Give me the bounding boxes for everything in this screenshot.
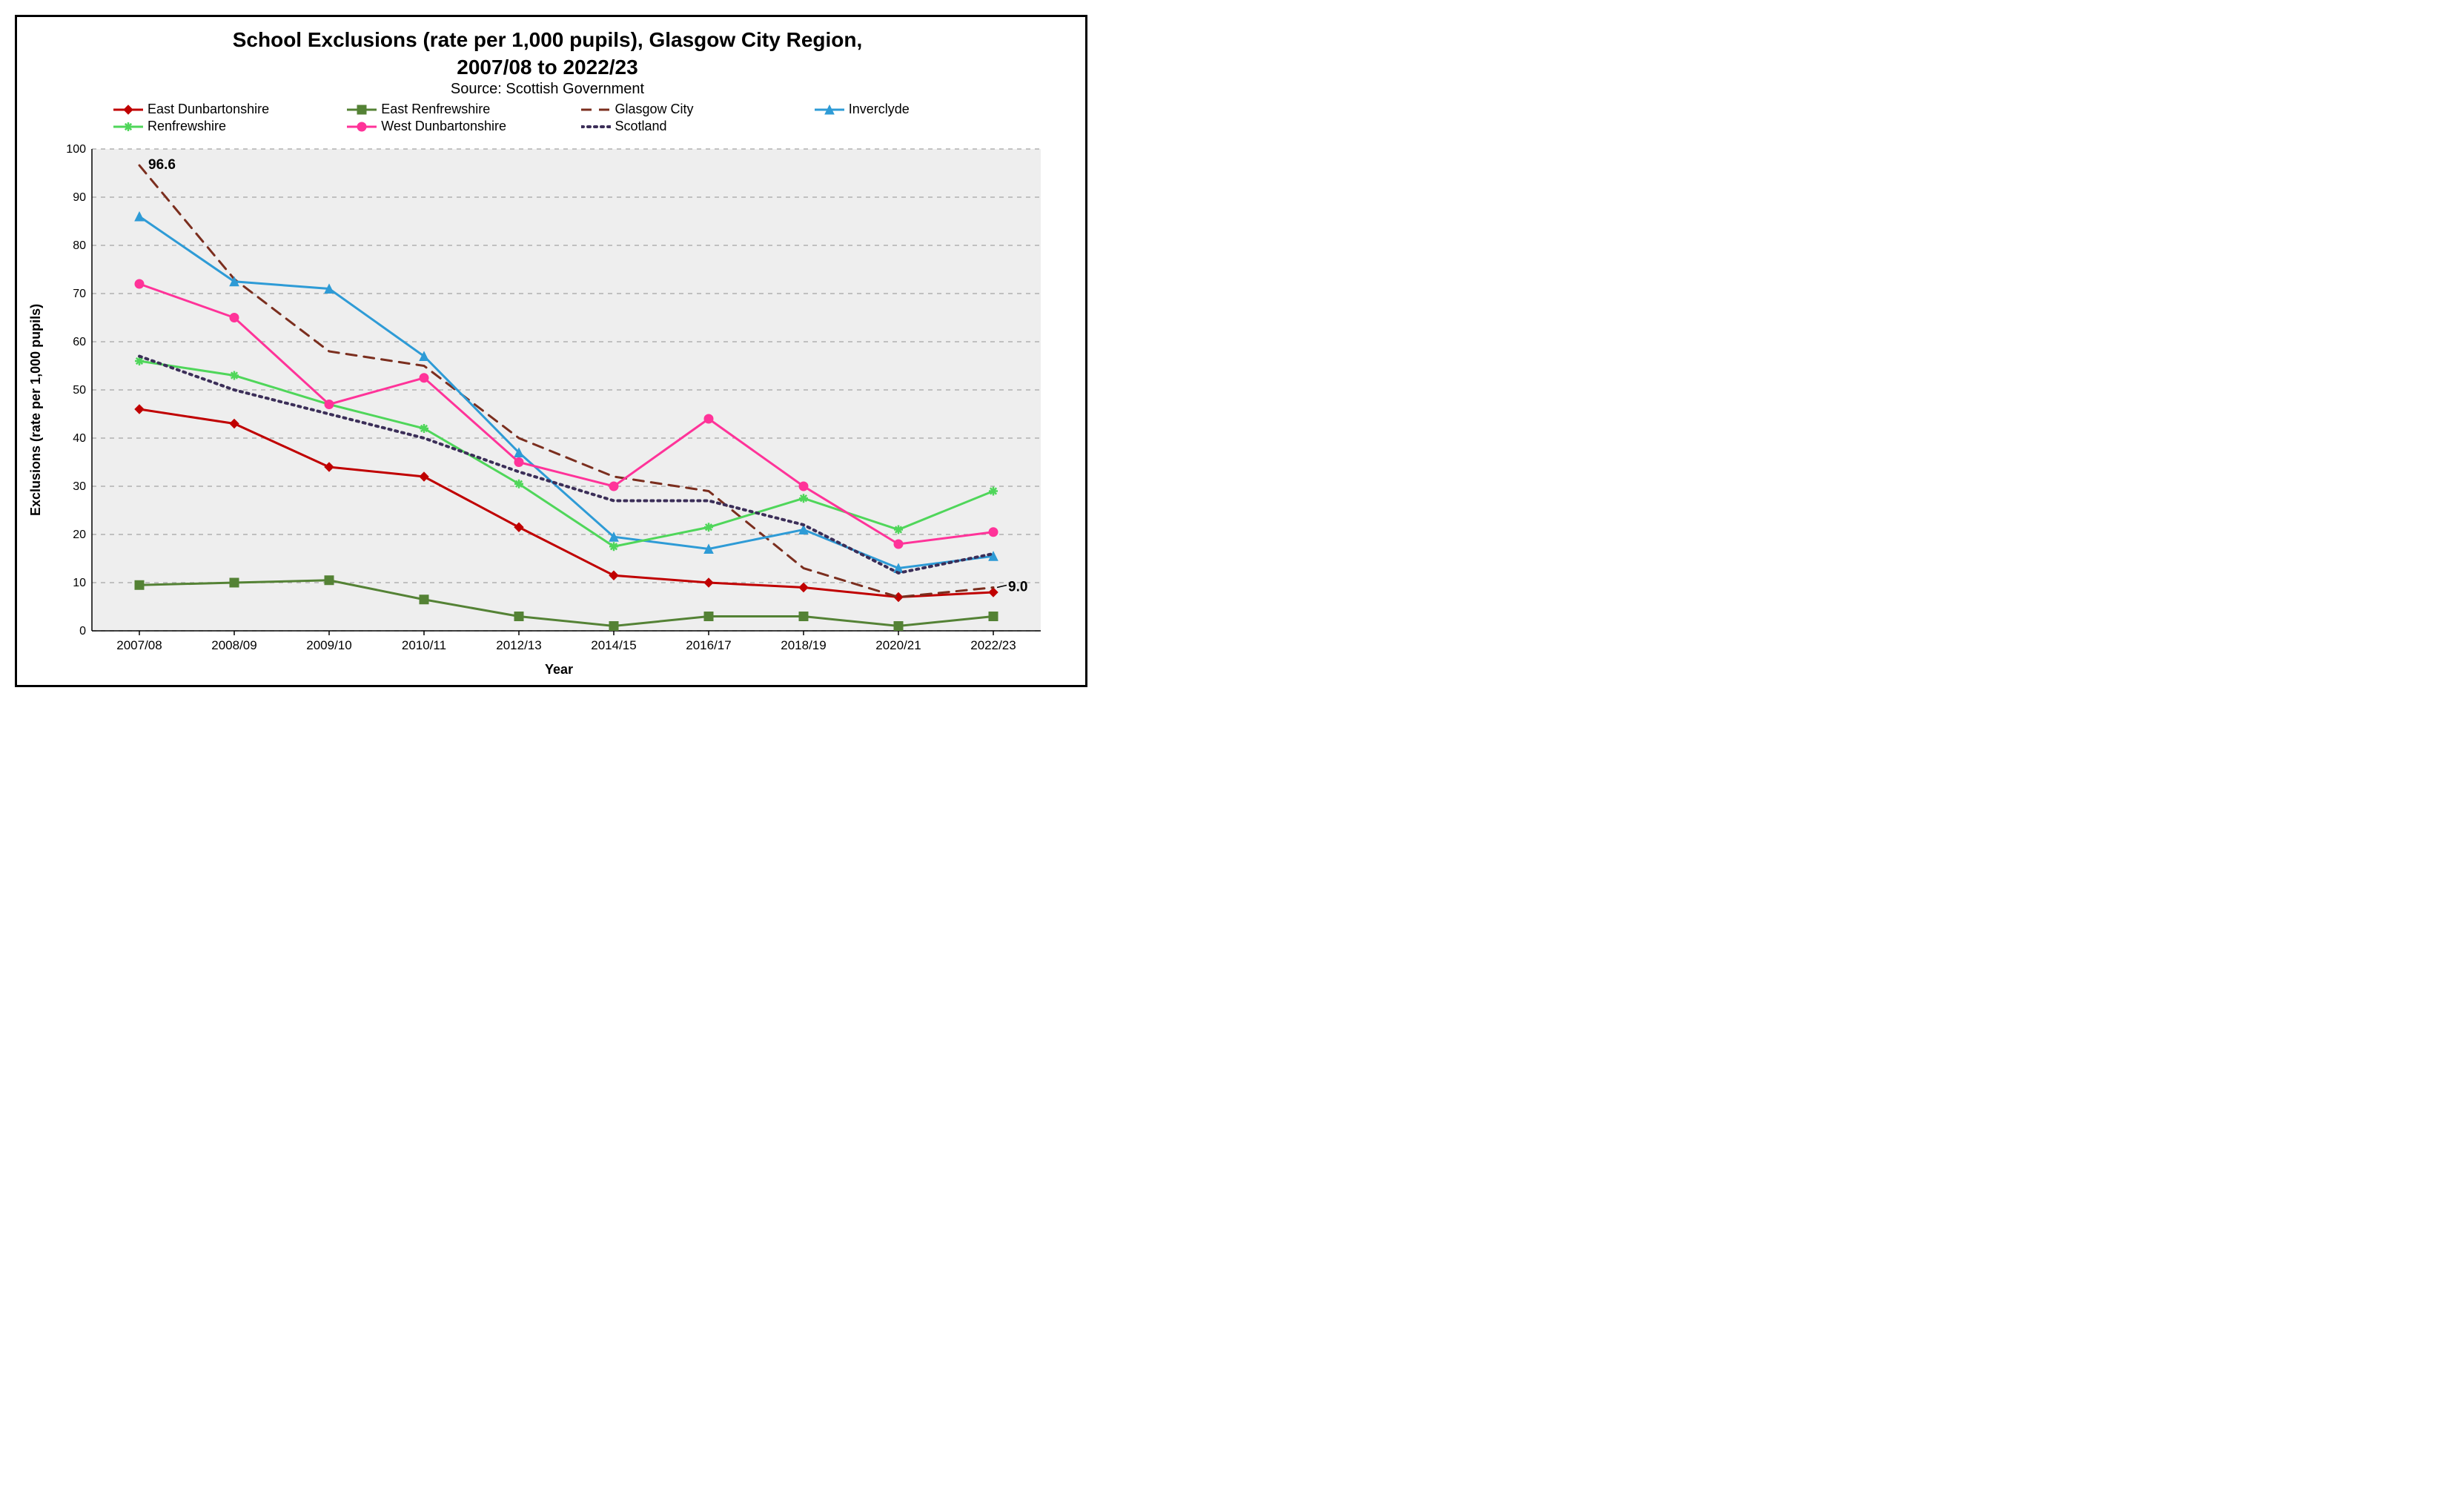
legend-swatch [347,119,377,134]
svg-text:60: 60 [73,336,86,348]
svg-text:9.0: 9.0 [1008,580,1027,595]
svg-text:96.6: 96.6 [148,157,176,173]
legend-item: Inverclyde [815,102,1026,117]
svg-text:2010/11: 2010/11 [402,638,446,652]
svg-text:90: 90 [73,191,86,204]
svg-text:40: 40 [73,432,86,445]
legend-swatch [815,102,844,117]
legend-item: Scotland [581,119,792,134]
svg-text:0: 0 [79,625,86,637]
svg-text:80: 80 [73,239,86,252]
legend-label: East Dunbartonshire [148,102,269,117]
chart-title-line2: 2007/08 to 2022/23 [24,56,1070,79]
svg-text:100: 100 [66,143,86,156]
svg-text:20: 20 [73,529,86,541]
chart-svg: 0 10 20 30 40 50 60 70 80 90 100 2007/08 2008/09 2009… [47,142,1070,660]
plot-area: 0 10 20 30 40 50 60 70 80 90 100 2007/08 2008/09 2009… [47,142,1070,678]
chart-subtitle: Source: Scottish Government [24,81,1070,98]
svg-text:10: 10 [73,577,86,589]
svg-text:2018/19: 2018/19 [781,638,826,652]
legend-label: Renfrewshire [148,119,226,134]
legend-label: West Dunbartonshire [381,119,506,134]
legend-swatch [347,102,377,117]
svg-text:2009/10: 2009/10 [306,638,351,652]
svg-text:2014/15: 2014/15 [591,638,636,652]
svg-text:50: 50 [73,384,86,397]
legend-item: Glasgow City [581,102,792,117]
legend-label: Scotland [615,119,667,134]
svg-text:2022/23: 2022/23 [970,638,1016,652]
chart-title-line1: School Exclusions (rate per 1,000 pupils… [24,28,1070,52]
legend-item: East Renfrewshire [347,102,558,117]
legend: East Dunbartonshire East Renfrewshire Glas… [24,102,1070,142]
legend-label: Glasgow City [615,102,694,117]
legend-label: Inverclyde [849,102,910,117]
svg-text:30: 30 [73,480,86,493]
legend-swatch [113,119,143,134]
svg-text:2020/21: 2020/21 [875,638,921,652]
legend-swatch [113,102,143,117]
svg-text:70: 70 [73,288,86,300]
svg-text:2016/17: 2016/17 [686,638,731,652]
legend-label: East Renfrewshire [381,102,490,117]
svg-text:2008/09: 2008/09 [211,638,256,652]
legend-item: East Dunbartonshire [113,102,325,117]
svg-text:2007/08: 2007/08 [116,638,162,652]
legend-item: Renfrewshire [113,119,325,134]
legend-swatch [581,119,611,134]
legend-swatch [581,102,611,117]
legend-item: West Dunbartonshire [347,119,558,134]
chart-container: School Exclusions (rate per 1,000 pupils… [15,15,1087,687]
x-axis-label: Year [47,662,1070,678]
svg-text:2012/13: 2012/13 [496,638,541,652]
y-axis-label: Exclusions (rate per 1,000 pupils) [24,142,47,678]
